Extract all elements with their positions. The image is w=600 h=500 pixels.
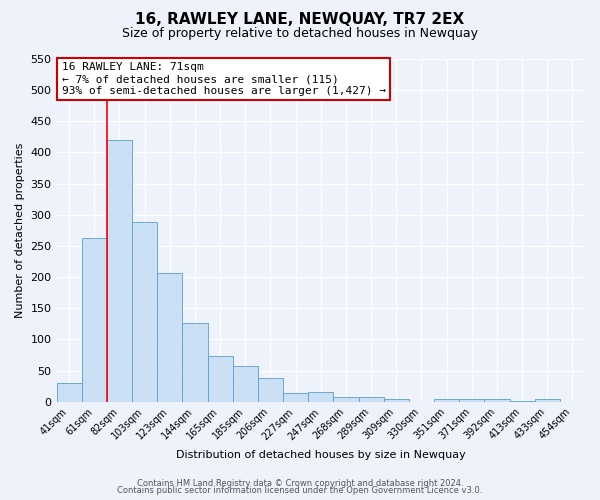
Bar (157, 274, 182, 402)
Bar (107, 140, 132, 402)
Bar (484, 400, 509, 402)
Bar (535, 400, 560, 402)
Text: 16, RAWLEY LANE, NEWQUAY, TR7 2EX: 16, RAWLEY LANE, NEWQUAY, TR7 2EX (136, 12, 464, 28)
X-axis label: Distribution of detached houses by size in Newquay: Distribution of detached houses by size … (176, 450, 466, 460)
Bar (383, 400, 409, 402)
Bar (82, 238, 107, 402)
Bar (509, 400, 535, 402)
Text: Contains HM Land Registry data © Crown copyright and database right 2024.: Contains HM Land Registry data © Crown c… (137, 478, 463, 488)
Bar (308, 392, 334, 402)
Bar (132, 222, 157, 402)
Bar (258, 378, 283, 402)
Bar (182, 324, 208, 402)
Y-axis label: Number of detached properties: Number of detached properties (15, 142, 25, 318)
Bar (283, 393, 308, 402)
Text: Size of property relative to detached houses in Newquay: Size of property relative to detached ho… (122, 28, 478, 40)
Bar (434, 400, 459, 402)
Bar (208, 356, 233, 402)
Bar (459, 400, 484, 402)
Bar (233, 366, 258, 402)
Bar (56, 383, 82, 402)
Bar (334, 398, 359, 402)
Text: 16 RAWLEY LANE: 71sqm
← 7% of detached houses are smaller (115)
93% of semi-deta: 16 RAWLEY LANE: 71sqm ← 7% of detached h… (62, 62, 386, 96)
Text: Contains public sector information licensed under the Open Government Licence v3: Contains public sector information licen… (118, 486, 482, 495)
Bar (359, 397, 383, 402)
